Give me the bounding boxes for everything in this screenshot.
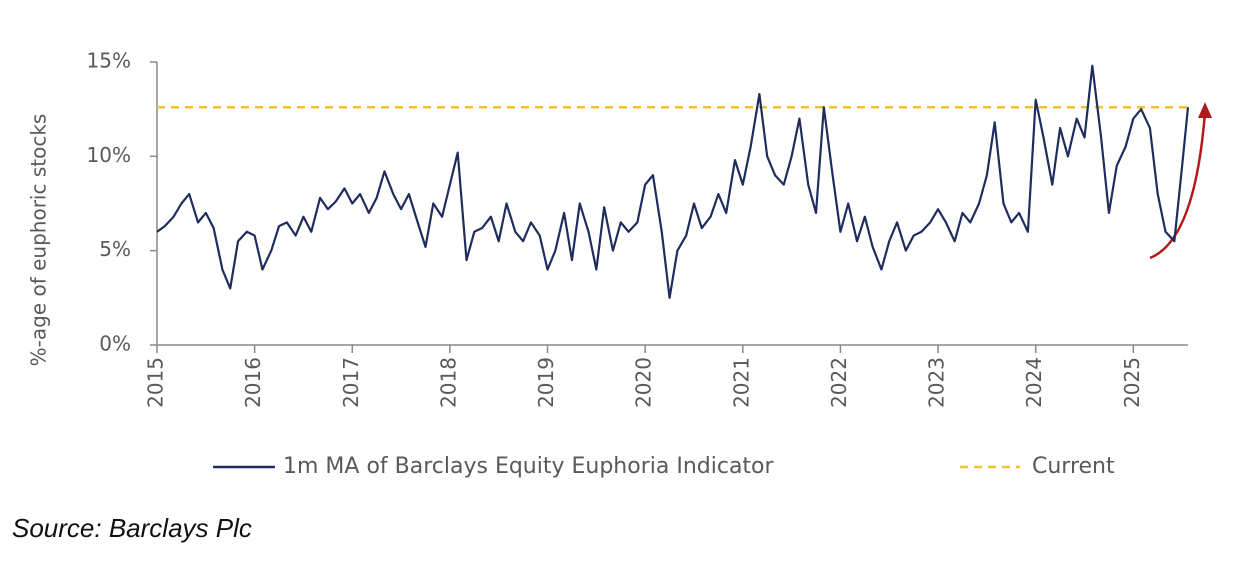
- x-tick-label: 2018: [436, 357, 460, 408]
- x-tick-label: 2023: [925, 357, 949, 408]
- source: Source: Barclays Plc: [12, 513, 252, 543]
- arrow-head: [1198, 102, 1212, 118]
- x-tick-label: 2022: [827, 357, 851, 408]
- y-tick-label: 10%: [87, 143, 131, 167]
- y-tick-label: 0%: [99, 332, 131, 356]
- y-tick-label: 5%: [99, 237, 131, 261]
- x-tick-label: 2020: [632, 357, 656, 408]
- x-tick-label: 2019: [534, 357, 558, 408]
- x-tick-label: 2021: [729, 357, 753, 408]
- x-tick-label: 2016: [241, 357, 265, 408]
- legend-label: Current: [1032, 454, 1115, 479]
- annotation-arrow: [1149, 111, 1207, 260]
- y-axis-title: %-age of euphoric stocks: [27, 114, 51, 367]
- x-tick-label: 2015: [144, 357, 168, 408]
- legend-label: 1m MA of Barclays Equity Euphoria Indica…: [283, 454, 775, 479]
- x-tick-label: 2025: [1120, 357, 1144, 408]
- x-tick-label: 2017: [339, 357, 363, 408]
- x-tick-label: 2024: [1022, 357, 1046, 408]
- y-tick-label: 15%: [87, 49, 131, 73]
- line-series: [156, 64, 1190, 299]
